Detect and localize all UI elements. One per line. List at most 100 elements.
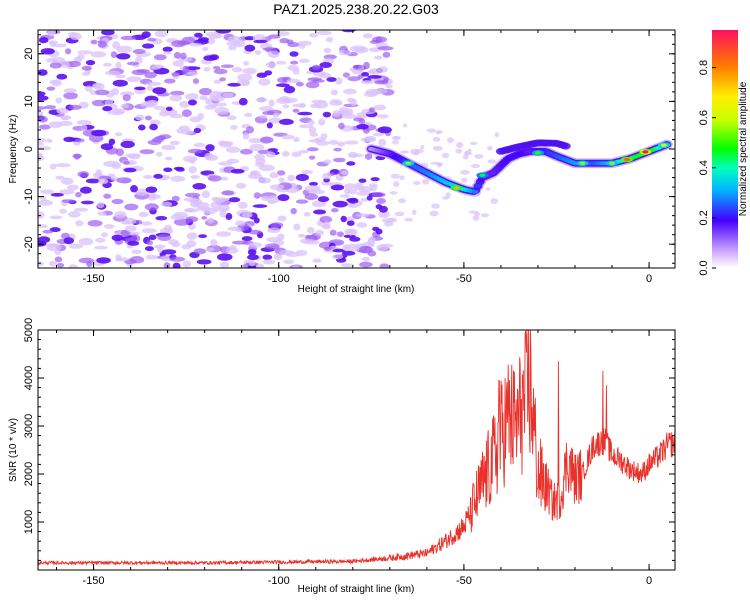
noise-blob bbox=[412, 181, 421, 185]
track-core bbox=[495, 165, 502, 170]
noise-blob bbox=[341, 263, 354, 267]
noise-blob bbox=[373, 55, 383, 60]
noise-blob bbox=[188, 99, 197, 106]
noise-blob bbox=[377, 114, 389, 119]
noise-blob bbox=[191, 201, 203, 206]
noise-blob bbox=[172, 60, 184, 67]
x-tick-label: -50 bbox=[456, 575, 472, 587]
noise-blob bbox=[307, 226, 315, 234]
noise-blob bbox=[312, 258, 322, 263]
noise-blob bbox=[110, 51, 118, 58]
noise-blob bbox=[96, 257, 111, 264]
noise-blob bbox=[211, 196, 221, 202]
noise-blob bbox=[414, 148, 424, 154]
noise-blob bbox=[370, 177, 380, 182]
noise-blob bbox=[73, 207, 89, 212]
noise-blob bbox=[283, 259, 295, 265]
noise-blob bbox=[348, 197, 359, 204]
noise-blob bbox=[203, 55, 217, 61]
noise-blob bbox=[59, 189, 75, 195]
noise-blob bbox=[220, 64, 234, 68]
noise-blob bbox=[67, 184, 79, 191]
noise-blob bbox=[394, 211, 405, 217]
noise-blob bbox=[353, 185, 365, 191]
noise-blob bbox=[85, 178, 100, 184]
noise-blob bbox=[101, 30, 115, 36]
noise-blob bbox=[281, 134, 295, 140]
noise-blob bbox=[46, 243, 61, 247]
noise-blob bbox=[230, 125, 238, 130]
snr-panel: -150 -100 -50 0 1000 2000 3000 4000 5000 Height… bbox=[8, 318, 676, 595]
noise-blob bbox=[97, 40, 108, 48]
noise-blob bbox=[81, 71, 91, 76]
noise-blob bbox=[259, 106, 273, 112]
noise-blob bbox=[332, 200, 348, 208]
chart-title: PAZ1.2025.238.20.22.G03 bbox=[273, 1, 439, 17]
noise-blob bbox=[358, 118, 366, 125]
noise-blob bbox=[358, 178, 367, 183]
noise-blob bbox=[313, 209, 327, 215]
track-hotspot bbox=[453, 186, 460, 190]
noise-blob bbox=[372, 132, 384, 137]
noise-blob bbox=[306, 147, 319, 152]
track-hotspot bbox=[579, 161, 586, 165]
noise-blob bbox=[265, 243, 280, 250]
noise-blob bbox=[186, 240, 197, 248]
noise-blob bbox=[235, 182, 247, 189]
noise-blob bbox=[144, 71, 157, 79]
noise-blob bbox=[304, 185, 321, 192]
noise-blob bbox=[69, 32, 82, 41]
noise-blob bbox=[52, 43, 67, 48]
noise-blob bbox=[196, 259, 212, 265]
noise-blob bbox=[51, 79, 62, 87]
noise-blob bbox=[182, 260, 192, 268]
noise-blob bbox=[125, 225, 137, 232]
noise-blob bbox=[38, 236, 51, 243]
noise-blob bbox=[54, 256, 63, 263]
noise-blob bbox=[262, 47, 279, 52]
noise-blob bbox=[456, 142, 464, 148]
noise-blob bbox=[63, 237, 74, 245]
noise-blob bbox=[308, 126, 317, 134]
noise-blob bbox=[290, 60, 299, 65]
noise-blob bbox=[447, 137, 454, 144]
noise-blob bbox=[185, 208, 195, 213]
noise-blob bbox=[188, 166, 197, 174]
noise-blob bbox=[342, 72, 350, 78]
noise-blob bbox=[400, 150, 409, 154]
noise-blob bbox=[278, 177, 285, 183]
noise-blob bbox=[389, 191, 398, 195]
noise-blob bbox=[316, 30, 332, 36]
noise-blob bbox=[90, 51, 107, 58]
snr-y-ticks: 1000 2000 3000 4000 5000 bbox=[23, 318, 675, 561]
noise-blob bbox=[135, 114, 145, 121]
colorbar-gradient bbox=[712, 30, 738, 268]
noise-blob bbox=[219, 261, 230, 268]
noise-blob bbox=[347, 203, 359, 208]
noise-blob bbox=[123, 160, 130, 165]
noise-blob bbox=[145, 115, 152, 121]
noise-blob bbox=[49, 163, 57, 170]
noise-blob bbox=[103, 193, 112, 199]
noise-blob bbox=[258, 78, 271, 86]
spectrogram-y-ticks: -20 -10 0 10 20 bbox=[23, 34, 675, 264]
noise-blob bbox=[281, 151, 290, 157]
noise-blob bbox=[364, 153, 373, 160]
noise-blob bbox=[148, 196, 157, 201]
noise-blob bbox=[460, 169, 470, 175]
noise-blob bbox=[63, 92, 78, 100]
noise-blob bbox=[40, 48, 55, 55]
noise-blob bbox=[170, 214, 185, 221]
noise-blob bbox=[108, 138, 116, 145]
noise-blob bbox=[142, 175, 153, 179]
noise-blob bbox=[192, 183, 207, 190]
noise-blob bbox=[124, 203, 139, 211]
colorbar-tick-label: 0.0 bbox=[698, 260, 710, 275]
noise-blob bbox=[148, 234, 157, 241]
noise-blob bbox=[337, 141, 346, 147]
noise-blob bbox=[342, 244, 350, 251]
noise-blob bbox=[287, 174, 296, 182]
noise-blob bbox=[319, 216, 333, 223]
noise-blob bbox=[78, 237, 94, 246]
noise-blob bbox=[60, 177, 74, 185]
